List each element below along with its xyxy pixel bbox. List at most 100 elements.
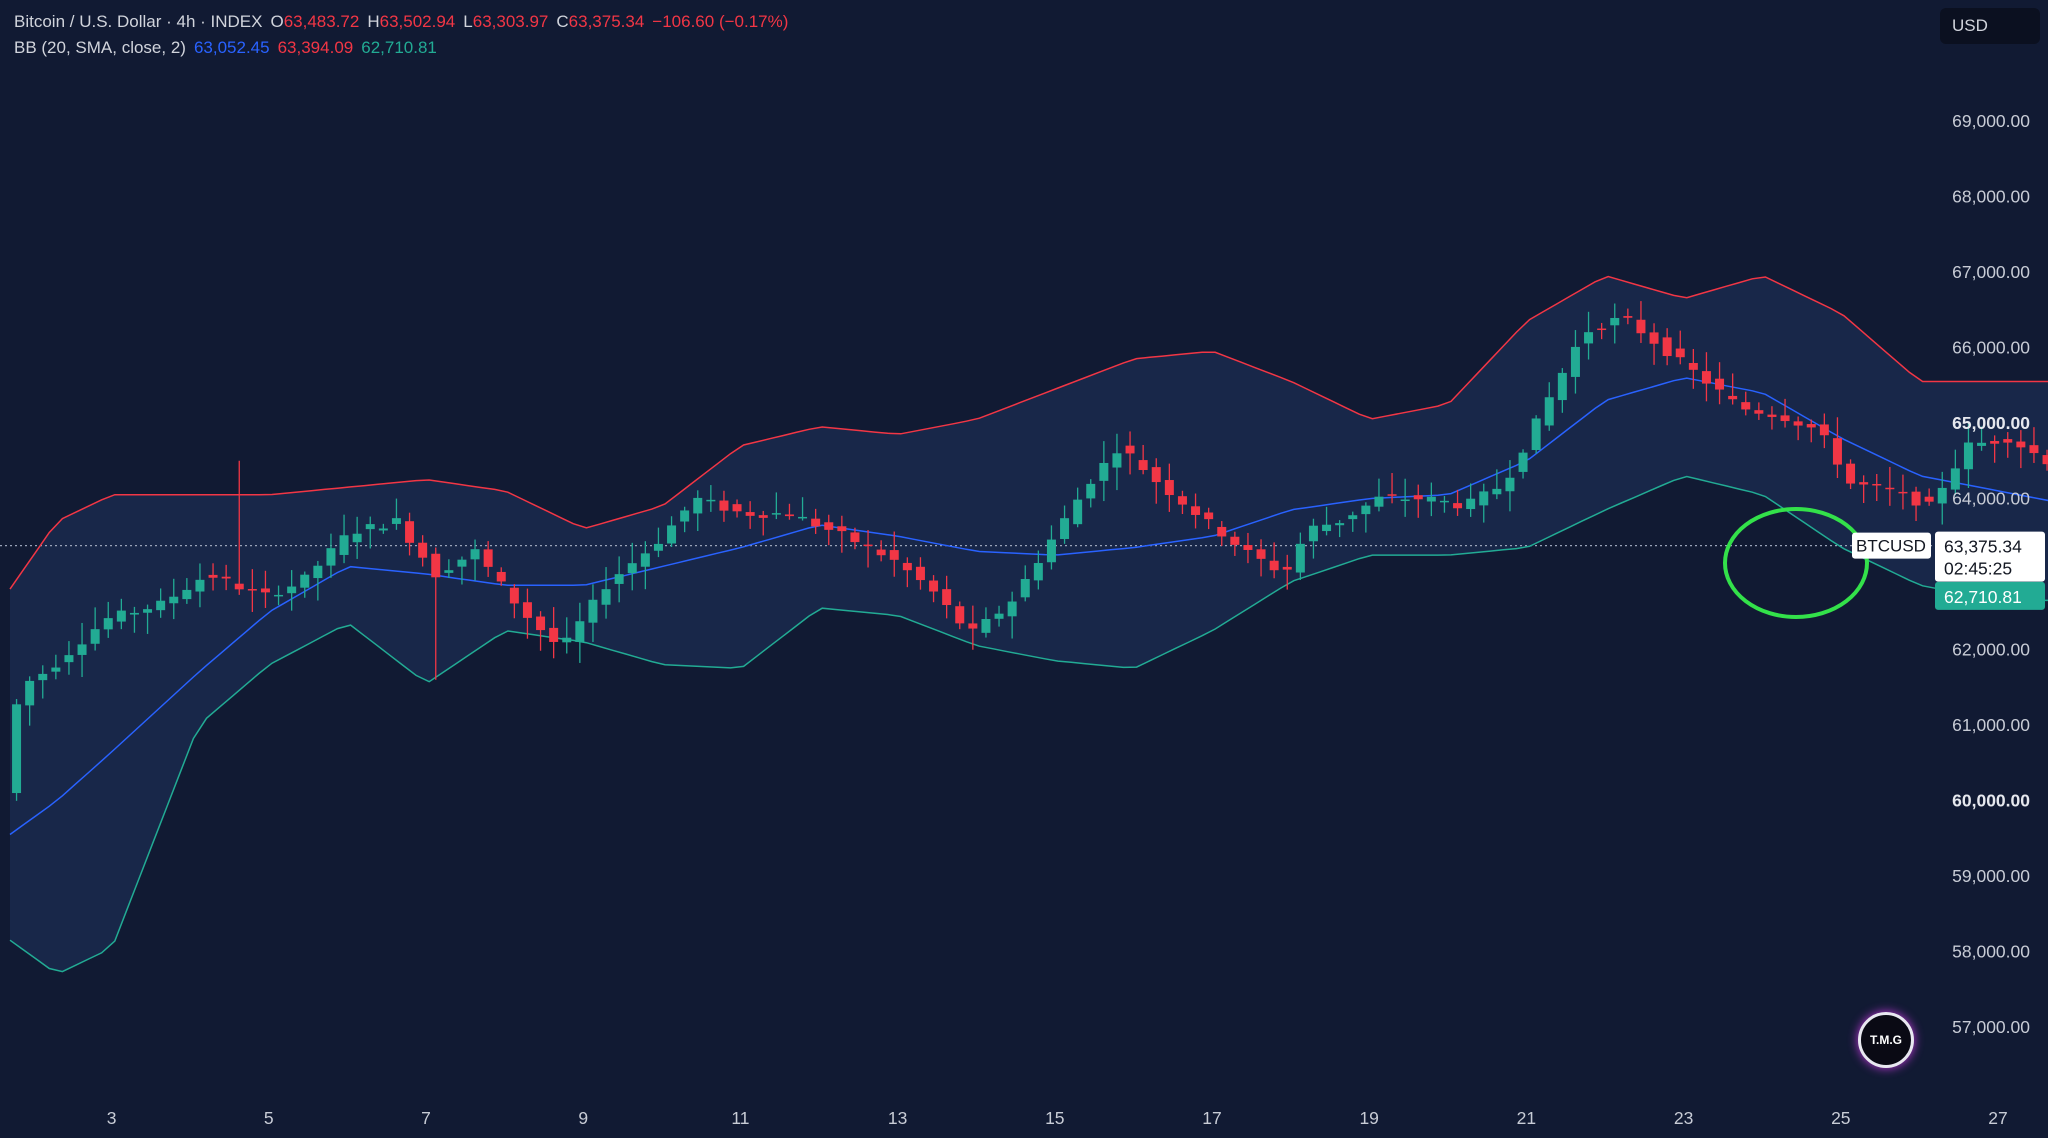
candle-body[interactable] [1885, 487, 1895, 490]
candle-body[interactable] [1348, 515, 1358, 520]
candle-body[interactable] [378, 528, 388, 531]
candle-body[interactable] [1387, 494, 1397, 496]
candle-body[interactable] [2003, 439, 2013, 443]
candle-body[interactable] [536, 616, 546, 631]
candle-body[interactable] [405, 521, 415, 543]
candle-body[interactable] [116, 610, 126, 622]
candle-body[interactable] [1243, 544, 1253, 550]
candle-body[interactable] [51, 667, 61, 672]
candle-body[interactable] [1007, 601, 1017, 617]
candle-body[interactable] [758, 515, 768, 518]
candle-body[interactable] [955, 606, 965, 624]
candle-body[interactable] [470, 549, 480, 560]
candle-body[interactable] [653, 543, 663, 551]
candle-body[interactable] [129, 612, 139, 615]
candle-body[interactable] [1191, 506, 1201, 515]
candle-body[interactable] [418, 542, 428, 558]
candle-body[interactable] [12, 704, 22, 794]
candle-body[interactable] [719, 500, 729, 511]
candle-body[interactable] [1977, 442, 1987, 446]
candle-body[interactable] [195, 579, 205, 592]
candle-body[interactable] [1308, 525, 1318, 542]
candle-body[interactable] [981, 619, 991, 633]
candle-body[interactable] [483, 549, 493, 567]
candle-body[interactable] [575, 621, 585, 642]
candle-body[interactable] [300, 574, 310, 588]
candle-body[interactable] [706, 499, 716, 502]
candle-body[interactable] [1701, 371, 1711, 384]
candle-body[interactable] [549, 627, 559, 642]
candle-body[interactable] [1151, 467, 1161, 483]
candle-body[interactable] [915, 566, 925, 581]
candle-body[interactable] [667, 525, 677, 544]
candle-body[interactable] [103, 618, 113, 630]
candle-body[interactable] [313, 565, 323, 579]
candle-body[interactable] [1780, 415, 1790, 422]
candle-body[interactable] [1846, 463, 1856, 484]
candle-body[interactable] [64, 655, 74, 663]
candle-body[interactable] [1492, 488, 1502, 495]
candle-body[interactable] [640, 553, 650, 567]
candle-body[interactable] [444, 570, 454, 573]
candle-body[interactable] [1597, 328, 1607, 331]
candle-body[interactable] [326, 548, 336, 566]
candle-body[interactable] [1819, 424, 1829, 436]
candle-body[interactable] [1322, 524, 1332, 532]
candle-body[interactable] [90, 629, 100, 644]
candle-body[interactable] [1426, 496, 1436, 502]
candle-body[interactable] [1112, 453, 1122, 468]
candle-body[interactable] [221, 576, 231, 579]
candle-body[interactable] [287, 586, 297, 594]
candle-body[interactable] [1531, 418, 1541, 451]
candle-body[interactable] [1217, 526, 1227, 537]
candle-body[interactable] [1439, 500, 1449, 503]
candle-body[interactable] [562, 637, 572, 643]
candle-body[interactable] [1505, 477, 1515, 492]
candle-body[interactable] [1086, 483, 1096, 499]
candle-body[interactable] [1963, 442, 1973, 470]
candle-body[interactable] [1872, 483, 1882, 486]
candle-body[interactable] [2016, 441, 2026, 448]
candle-body[interactable] [1138, 460, 1148, 471]
candle-body[interactable] [1073, 499, 1083, 525]
symbol-title[interactable]: Bitcoin / U.S. Dollar · 4h · INDEX [14, 12, 263, 31]
candle-body[interactable] [1282, 566, 1292, 570]
candle-body[interactable] [1479, 491, 1489, 506]
candle-body[interactable] [968, 623, 978, 629]
candle-body[interactable] [850, 532, 860, 543]
candle-body[interactable] [77, 644, 87, 655]
candle-body[interactable] [431, 553, 441, 578]
candle-body[interactable] [1099, 462, 1109, 481]
candle-body[interactable] [391, 518, 401, 524]
candle-body[interactable] [2042, 455, 2048, 465]
candle-body[interactable] [339, 535, 349, 555]
candle-body[interactable] [1256, 549, 1266, 559]
candle-body[interactable] [811, 518, 821, 527]
candle-body[interactable] [1715, 378, 1725, 390]
candle-body[interactable] [1518, 452, 1528, 472]
candle-body[interactable] [1570, 346, 1580, 377]
candle-body[interactable] [509, 587, 519, 604]
candle-body[interactable] [929, 580, 939, 592]
candle-body[interactable] [745, 512, 755, 516]
candle-body[interactable] [457, 559, 467, 567]
candle-body[interactable] [1990, 441, 2000, 444]
candle-body[interactable] [1269, 560, 1279, 571]
candle-body[interactable] [25, 680, 35, 706]
candle-body[interactable] [1728, 395, 1738, 400]
candle-body[interactable] [1767, 414, 1777, 417]
candle-body[interactable] [2029, 445, 2039, 454]
candle-body[interactable] [680, 510, 690, 522]
candle-body[interactable] [1020, 579, 1030, 598]
candle-body[interactable] [798, 516, 808, 519]
candle-body[interactable] [156, 600, 166, 611]
candle-body[interactable] [1584, 332, 1594, 344]
candle-body[interactable] [169, 596, 179, 604]
candle-body[interactable] [1675, 348, 1685, 358]
candle-body[interactable] [601, 589, 611, 605]
candle-body[interactable] [994, 613, 1004, 619]
candle-body[interactable] [1046, 539, 1056, 563]
candle-body[interactable] [1295, 543, 1305, 573]
candle-body[interactable] [1937, 487, 1947, 504]
candle-body[interactable] [588, 599, 598, 623]
